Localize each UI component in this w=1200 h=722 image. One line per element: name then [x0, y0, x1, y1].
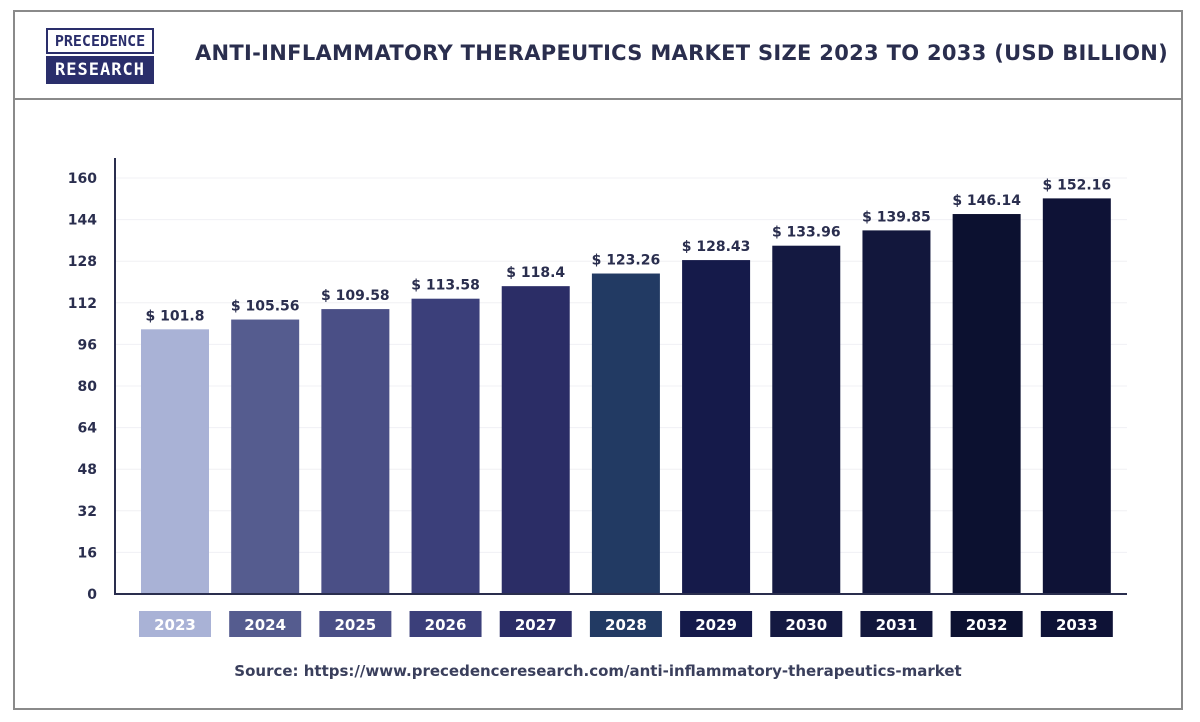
bar [411, 298, 480, 594]
x-tick-box [319, 611, 392, 637]
x-tick-box [229, 611, 302, 637]
bar [1042, 198, 1111, 594]
data-label: $ 139.85 [862, 209, 931, 225]
x-tick-label: 2024 [244, 616, 286, 634]
bar [501, 286, 570, 594]
data-label: $ 152.16 [1042, 177, 1111, 193]
x-tick-label: 2032 [966, 616, 1008, 634]
bar [862, 230, 931, 594]
logo-line-2: RESEARCH [46, 56, 154, 84]
x-tick-label: 2027 [515, 616, 557, 634]
x-tick-label: 2029 [695, 616, 737, 634]
logo-line-1: PRECEDENCE [46, 28, 154, 54]
y-tick-label: 16 [78, 545, 97, 561]
x-tick-label: 2025 [334, 616, 376, 634]
bar [321, 309, 390, 594]
source-citation: Source: https://www.precedenceresearch.c… [234, 662, 962, 680]
x-tick-box [1040, 611, 1113, 637]
x-tick-label: 2028 [605, 616, 647, 634]
data-label: $ 101.8 [146, 308, 205, 324]
data-label: $ 113.58 [411, 278, 480, 294]
bar [952, 214, 1021, 594]
x-tick-label: 2033 [1056, 616, 1098, 634]
data-label: $ 128.43 [682, 239, 751, 255]
bar-chart: 0 16 32 48 64 80 96 112 128 144 160 $ 101.8 2023 $ 10… [68, 158, 1127, 637]
chart-frame: PRECEDENCE RESEARCH ANTI-INFLAMMATORY TH… [13, 10, 1183, 710]
y-tick-label: 48 [78, 462, 97, 478]
x-tick-label: 2030 [785, 616, 827, 634]
y-tick-label: 32 [78, 504, 97, 520]
bar [231, 319, 300, 594]
y-tick-label: 160 [68, 171, 97, 187]
data-label: $ 133.96 [772, 225, 841, 241]
x-tick-box [139, 611, 211, 637]
data-label: $ 105.56 [231, 299, 300, 315]
bar [141, 329, 209, 594]
y-tick-label: 128 [68, 254, 97, 270]
chart-title: ANTI-INFLAMMATORY THERAPEUTICS MARKET SI… [195, 41, 1169, 65]
x-tick-box [409, 611, 482, 637]
y-tick-label: 80 [78, 379, 98, 395]
x-tick-label: 2031 [876, 616, 918, 634]
y-tick-label: 64 [78, 421, 98, 437]
precedence-research-logo: PRECEDENCE RESEARCH [46, 28, 154, 84]
data-label: $ 118.4 [506, 265, 565, 281]
y-tick-label: 112 [68, 296, 97, 312]
data-label: $ 109.58 [321, 288, 390, 304]
y-tick-label: 96 [78, 337, 97, 353]
y-tick-label: 144 [68, 213, 97, 229]
x-tick-box [860, 611, 933, 637]
data-label: $ 146.14 [952, 193, 1021, 209]
bar [772, 245, 841, 595]
x-tick-box [950, 611, 1023, 637]
bar [682, 260, 751, 594]
x-tick-label: 2026 [425, 616, 467, 634]
x-tick-label: 2023 [154, 616, 196, 634]
x-tick-box [499, 611, 572, 637]
chart-header: PRECEDENCE RESEARCH ANTI-INFLAMMATORY TH… [15, 12, 1181, 100]
x-tick-box [680, 611, 753, 637]
y-tick-label: 0 [87, 587, 97, 603]
data-label: $ 123.26 [592, 253, 661, 269]
x-tick-box [770, 611, 843, 637]
bar [591, 273, 660, 594]
x-tick-box [589, 611, 662, 637]
